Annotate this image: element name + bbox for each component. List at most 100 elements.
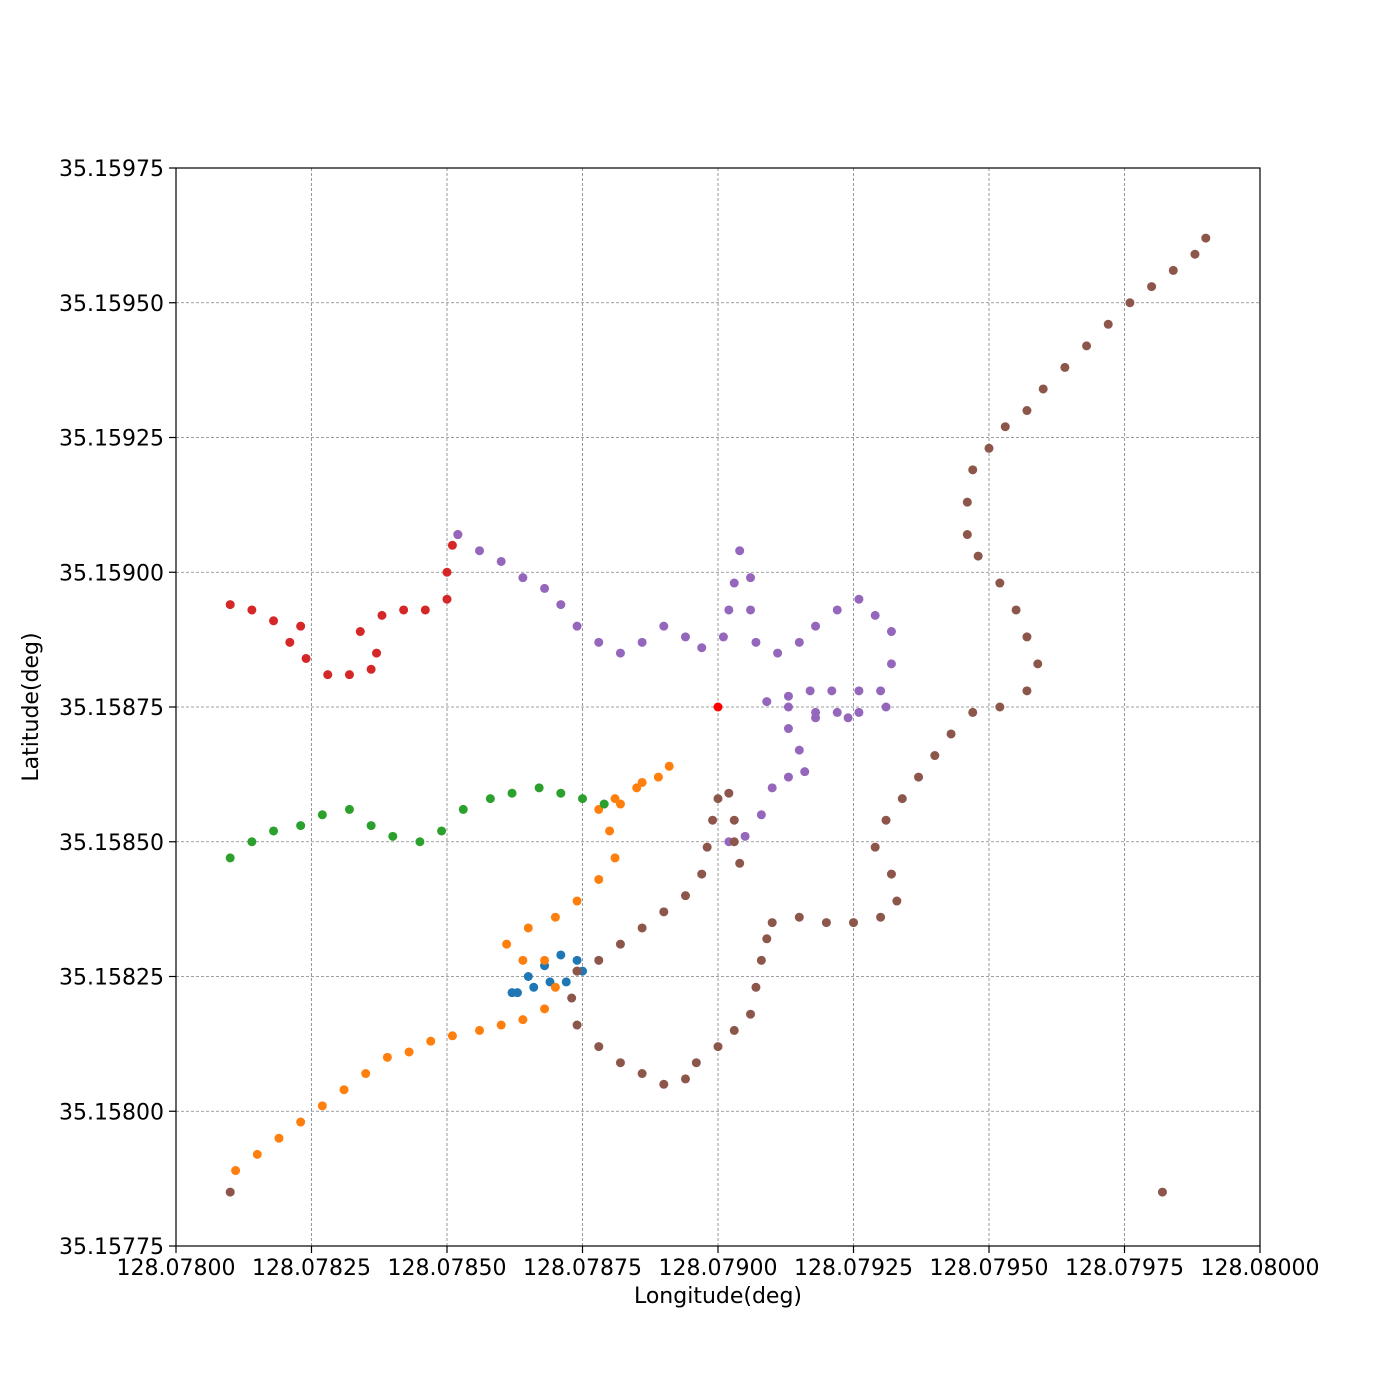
- data-point: [540, 583, 550, 593]
- data-point: [773, 648, 783, 658]
- data-point: [382, 1052, 392, 1062]
- data-point: [881, 702, 891, 712]
- data-point: [756, 955, 766, 965]
- data-point: [615, 799, 625, 809]
- data-point: [1038, 384, 1048, 394]
- data-point: [572, 621, 582, 631]
- y-tick-label: 35.15775: [59, 1235, 164, 1260]
- data-point: [437, 826, 447, 836]
- data-point: [420, 605, 430, 615]
- data-point: [783, 772, 793, 782]
- data-point: [572, 896, 582, 906]
- data-point: [886, 869, 896, 879]
- data-point: [502, 939, 512, 949]
- y-tick-label: 35.15925: [59, 427, 164, 452]
- data-point: [762, 697, 772, 707]
- data-point: [653, 772, 663, 782]
- data-point: [610, 853, 620, 863]
- data-point: [1011, 605, 1021, 615]
- data-point: [767, 783, 777, 793]
- y-tick-label: 35.15800: [59, 1100, 164, 1125]
- data-point: [540, 955, 550, 965]
- data-point: [968, 707, 978, 717]
- data-point: [442, 567, 452, 577]
- data-point: [366, 664, 376, 674]
- data-point: [296, 821, 306, 831]
- data-point: [746, 1009, 756, 1019]
- data-point: [832, 605, 842, 615]
- series-2: [225, 783, 609, 863]
- data-point: [995, 578, 1005, 588]
- data-point: [594, 637, 604, 647]
- data-point: [735, 858, 745, 868]
- data-point: [447, 540, 457, 550]
- data-point: [447, 1031, 457, 1041]
- data-point: [794, 637, 804, 647]
- data-point: [783, 691, 793, 701]
- data-point: [659, 621, 669, 631]
- data-point: [854, 594, 864, 604]
- data-point: [968, 465, 978, 475]
- data-point: [881, 815, 891, 825]
- data-point: [854, 707, 864, 717]
- data-point: [800, 767, 810, 777]
- data-point: [729, 837, 739, 847]
- data-point: [821, 918, 831, 928]
- data-point: [680, 632, 690, 642]
- data-point: [713, 702, 723, 712]
- data-point: [805, 686, 815, 696]
- data-point: [637, 637, 647, 647]
- data-point: [512, 988, 522, 998]
- x-tick-label: 128.07825: [252, 1256, 371, 1281]
- data-point: [691, 1058, 701, 1068]
- data-point: [594, 955, 604, 965]
- data-point: [962, 530, 972, 540]
- data-point: [529, 982, 539, 992]
- y-tick-label: 35.15850: [59, 831, 164, 856]
- data-point: [740, 831, 750, 841]
- data-point: [377, 610, 387, 620]
- data-point: [1022, 686, 1032, 696]
- data-point: [247, 837, 257, 847]
- data-point: [946, 729, 956, 739]
- y-tick-label: 35.15875: [59, 696, 164, 721]
- x-tick-label: 128.07800: [117, 1256, 236, 1281]
- x-tick-label: 128.08000: [1201, 1256, 1320, 1281]
- data-point: [680, 891, 690, 901]
- data-point: [1190, 249, 1200, 259]
- x-tick-label: 128.07875: [523, 1256, 642, 1281]
- data-point: [870, 842, 880, 852]
- data-point: [718, 632, 728, 642]
- axis-ticks: 128.07800 128.07825 128.07850 128.07875 128.…: [59, 157, 1319, 1281]
- data-point: [1022, 632, 1032, 642]
- data-points: [225, 233, 1211, 1197]
- data-point: [962, 497, 972, 507]
- data-point: [876, 686, 886, 696]
- data-point: [269, 826, 279, 836]
- data-point: [399, 605, 409, 615]
- data-point: [783, 702, 793, 712]
- data-point: [708, 815, 718, 825]
- data-point: [811, 713, 821, 723]
- data-point: [550, 912, 560, 922]
- data-point: [697, 643, 707, 653]
- data-point: [225, 853, 235, 863]
- data-point: [523, 972, 533, 981]
- data-point: [534, 783, 544, 793]
- x-tick-label: 128.07925: [794, 1256, 913, 1281]
- data-point: [729, 815, 739, 825]
- data-point: [475, 1025, 485, 1035]
- data-point: [366, 821, 376, 831]
- series-5: [225, 233, 1211, 1197]
- data-point: [615, 1058, 625, 1068]
- y-tick-label: 35.15950: [59, 292, 164, 317]
- data-point: [301, 653, 311, 663]
- data-point: [713, 794, 723, 804]
- data-point: [556, 950, 566, 960]
- data-point: [388, 831, 398, 841]
- data-point: [751, 637, 761, 647]
- data-point: [231, 1166, 241, 1176]
- x-tick-label: 128.07950: [930, 1256, 1049, 1281]
- data-point: [914, 772, 924, 782]
